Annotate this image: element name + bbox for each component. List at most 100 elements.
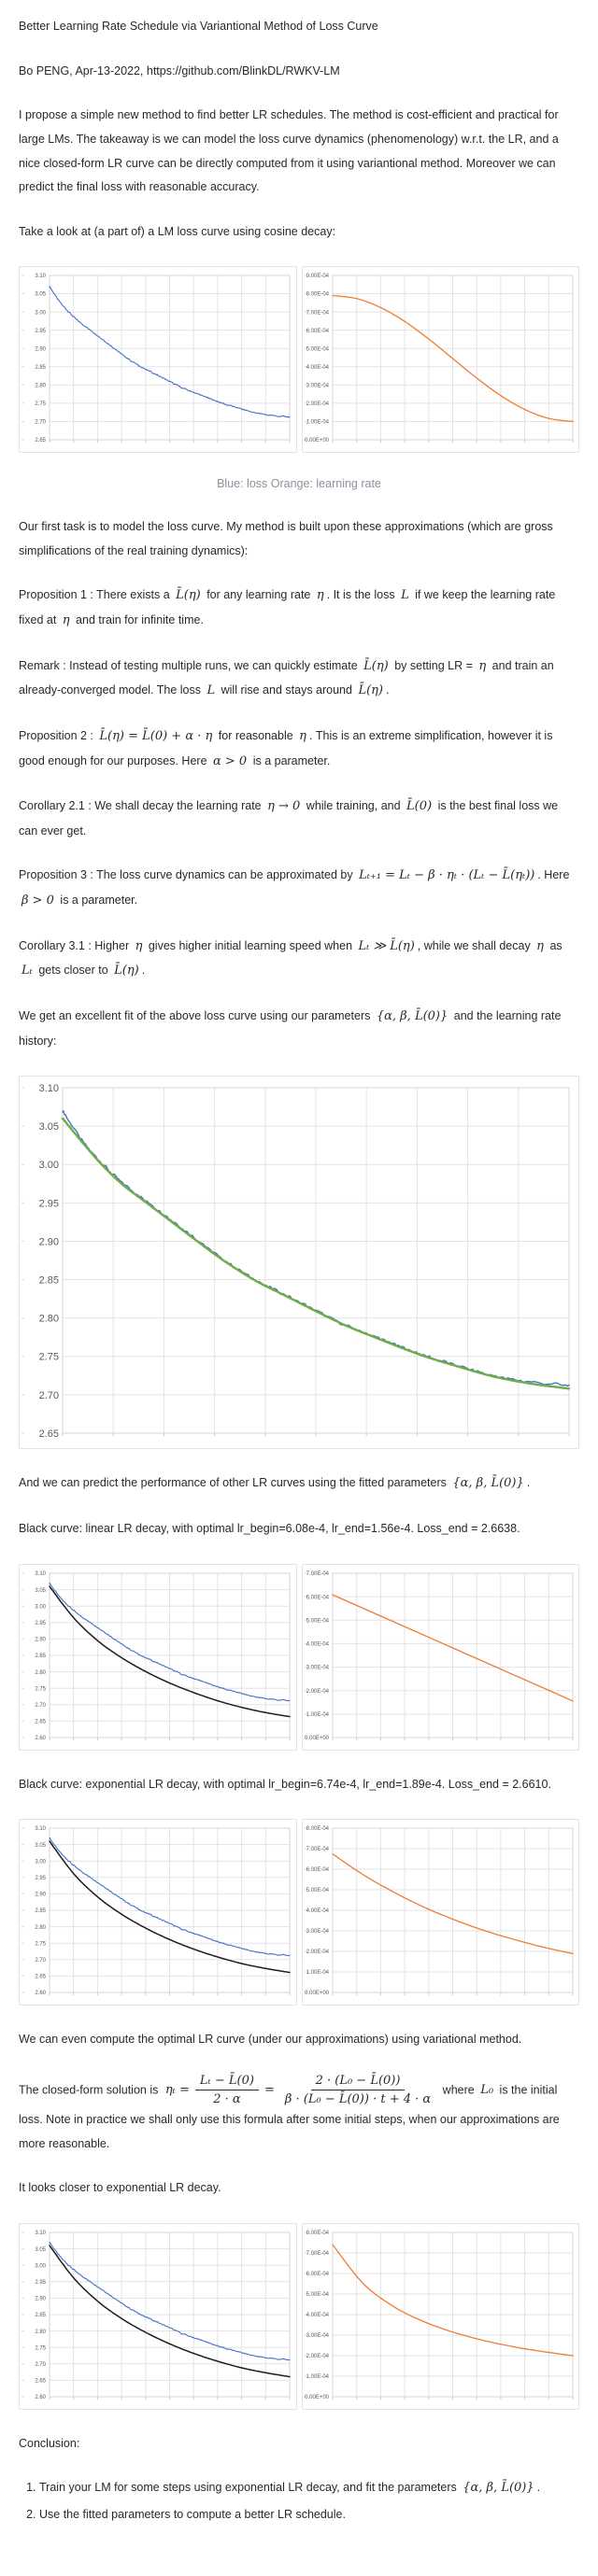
text-run: Corollary 2.1 : We shall decay the learn… <box>19 799 265 813</box>
formula-lhs: ηₜ = <box>164 2082 190 2097</box>
page-title: Better Learning Rate Schedule via Varian… <box>19 20 378 33</box>
text-run: . It is the loss <box>326 588 399 602</box>
svg-text:3.05: 3.05 <box>35 1843 46 1849</box>
paragraph-remark: Remark : Instead of testing multiple run… <box>19 655 579 704</box>
text-run: if we keep the learning rate fixed at <box>19 588 556 627</box>
svg-text:2.70: 2.70 <box>35 420 46 426</box>
math-run: {α, β, L̄(0)} <box>463 2481 534 2496</box>
svg-text:2.80: 2.80 <box>35 1669 46 1675</box>
paragraph-proposition-3: Proposition 3 : The loss curve dynamics … <box>19 864 579 913</box>
closed-form-formula: ηₜ = Lₜ − L̄(0) 2 · α = 2 · (L₀ − L̄(0))… <box>162 2073 439 2108</box>
svg-text:1.00E-04: 1.00E-04 <box>306 1970 329 1976</box>
text-run: for any learning rate <box>203 588 314 602</box>
svg-text:8.00E-04: 8.00E-04 <box>306 1826 329 1832</box>
text-run: . <box>141 964 146 978</box>
svg-text:1.00E-04: 1.00E-04 <box>306 420 329 426</box>
text-run: as <box>546 938 562 952</box>
fraction-2-denominator: β · (L₀ − L̄(0)) · t + 4 · α <box>284 2092 432 2107</box>
svg-text:3.00: 3.00 <box>39 1160 59 1171</box>
svg-text:6.00E-04: 6.00E-04 <box>306 2272 329 2277</box>
series-learning-rate <box>331 295 574 423</box>
text-run: . This is an extreme simplification, how… <box>19 728 553 767</box>
paragraph-take-a-look: Take a look at (a part of) a LM loss cur… <box>19 224 336 238</box>
math-run: {α, β, L̄(0)} <box>376 1009 448 1024</box>
math-run: η <box>62 613 70 628</box>
svg-text:4.00E-04: 4.00E-04 <box>306 1908 329 1914</box>
math-run: η <box>536 938 544 953</box>
svg-text:3.00E-04: 3.00E-04 <box>306 2333 329 2339</box>
text-run: will rise and stays around <box>218 683 356 697</box>
text-run: and train an already-converged model. Th… <box>19 658 554 697</box>
svg-text:2.75: 2.75 <box>35 401 46 407</box>
text-run: is a parameter. <box>56 894 138 908</box>
math-run: L̄(η) <box>114 964 139 978</box>
text-run: while training, and <box>303 799 405 813</box>
chart-pair-optimal: 2.60 2.65 2.70 2.75 2.80 2.85 2.90 2.95 3.00 3.05… <box>19 2222 579 2410</box>
conclusion-item: Train your LM for some steps using expon… <box>39 2476 579 2501</box>
svg-text:2.85: 2.85 <box>35 2313 46 2318</box>
svg-text:2.60: 2.60 <box>35 1991 46 1996</box>
svg-text:2.65: 2.65 <box>39 1429 59 1440</box>
svg-text:2.00E-04: 2.00E-04 <box>306 1688 329 1694</box>
svg-text:3.10: 3.10 <box>35 274 46 280</box>
svg-text:5.00E-04: 5.00E-04 <box>306 1888 329 1893</box>
svg-text:2.70: 2.70 <box>35 2362 46 2368</box>
svg-text:2.70: 2.70 <box>39 1390 59 1401</box>
svg-text:2.85: 2.85 <box>35 365 46 371</box>
math-run: η <box>299 728 306 743</box>
svg-text:2.60: 2.60 <box>35 1736 46 1741</box>
text-run: Use the fitted parameters to compute a b… <box>39 2508 346 2522</box>
text-run: And we can predict the performance of ot… <box>19 1476 450 1490</box>
svg-text:2.90: 2.90 <box>35 1637 46 1642</box>
chart-svg: 2.60 2.65 2.70 2.75 2.80 2.85 2.90 2.95 3.00 3.05… <box>21 2231 291 2400</box>
text-run: is a parameter. <box>249 753 331 767</box>
byline: Bo PENG, Apr-13-2022, https://github.com… <box>19 63 340 77</box>
text-run: Train your LM for some steps using expon… <box>39 2481 461 2495</box>
svg-text:6.00E-04: 6.00E-04 <box>306 1867 329 1873</box>
math-run: L̄(η) <box>176 588 201 603</box>
svg-text:3.00E-04: 3.00E-04 <box>306 384 329 389</box>
svg-text:3.00E-04: 3.00E-04 <box>306 1929 329 1935</box>
series-predicted-loss-optimal-LR-curve <box>49 2245 291 2378</box>
svg-text:2.90: 2.90 <box>35 347 46 353</box>
chart-svg: 2.65 2.70 2.75 2.80 2.85 2.90 2.95 3.00 3.05 3.10 <box>21 274 291 444</box>
math-run: L <box>206 683 216 698</box>
text-run: . Here <box>537 868 570 882</box>
svg-text:6.00E-04: 6.00E-04 <box>306 329 329 334</box>
svg-text:7.00E-04: 7.00E-04 <box>306 1571 329 1577</box>
svg-text:7.00E-04: 7.00E-04 <box>306 1847 329 1852</box>
text-run: gets closer to <box>35 964 112 978</box>
chart-pair-cosine: 2.65 2.70 2.75 2.80 2.85 2.90 2.95 3.00 3.05 3.10… <box>19 266 579 454</box>
math-run: Lₜ ≫ L̄(η) <box>358 938 415 953</box>
svg-text:0.00E+00: 0.00E+00 <box>305 1736 330 1741</box>
paragraph-variational: We can even compute the optimal LR curve… <box>19 2033 522 2047</box>
math-run: L̄(η) <box>363 658 389 673</box>
chart-loss-fit: 2.65 2.70 2.75 2.80 2.85 2.90 2.95 3.00 3.05 3.10 <box>19 1076 579 1450</box>
svg-text:2.70: 2.70 <box>35 1958 46 1964</box>
text-run: . <box>386 683 390 697</box>
svg-text:2.95: 2.95 <box>35 329 46 334</box>
series-loss <box>49 2241 291 2361</box>
chart-lr-linear: 0.00E+00 1.00E-04 2.00E-04 3.00E-04 4.00E-04… <box>301 1563 579 1751</box>
text-run: Proposition 3 : The loss curve dynamics … <box>19 868 357 882</box>
chart-svg: 2.60 2.65 2.70 2.75 2.80 2.85 2.90 2.95 3.00 3.05… <box>21 1571 291 1741</box>
series-learning-rate <box>331 2244 574 2357</box>
series-fit <box>61 1118 571 1390</box>
svg-text:1.00E-04: 1.00E-04 <box>306 1712 329 1718</box>
svg-text:8.00E-04: 8.00E-04 <box>306 292 329 298</box>
svg-text:2.70: 2.70 <box>35 1703 46 1709</box>
conclusion-heading: Conclusion: <box>19 2436 80 2450</box>
svg-text:0.00E+00: 0.00E+00 <box>305 2395 330 2400</box>
text-run: by setting LR = <box>391 658 477 672</box>
paragraph-fit: We get an excellent fit of the above los… <box>19 1005 579 1053</box>
chart-lr-optimal: 0.00E+00 1.00E-04 2.00E-04 3.00E-04 4.00E-04… <box>301 2222 579 2410</box>
chart-pair-exponential: 2.60 2.65 2.70 2.75 2.80 2.85 2.90 2.95 3.00 3.05… <box>19 1819 579 2006</box>
svg-text:2.00E-04: 2.00E-04 <box>306 1950 329 1955</box>
math-run: Lₜ <box>21 964 33 978</box>
text-run: and the learning rate history: <box>19 1009 562 1048</box>
paragraph-predict: And we can predict the performance of ot… <box>19 1471 579 1497</box>
svg-text:2.85: 2.85 <box>39 1275 59 1287</box>
svg-text:3.10: 3.10 <box>35 1571 46 1577</box>
chart-svg: 0.00E+00 1.00E-04 2.00E-04 3.00E-04 4.00E-04… <box>304 1826 574 1996</box>
math-run: β > 0 <box>21 894 54 908</box>
